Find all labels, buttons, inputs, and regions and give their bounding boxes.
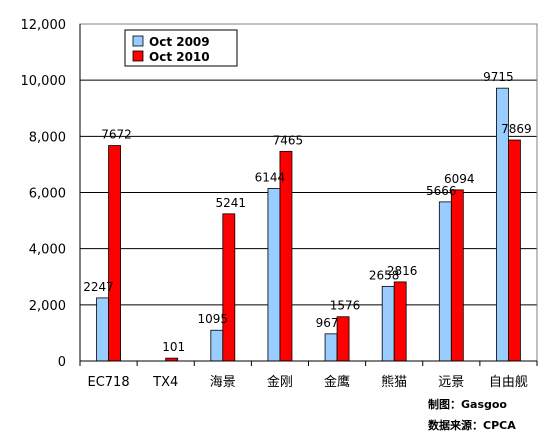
x-tick-label: TX4 (152, 375, 178, 390)
bar-oct-2010-5 (393, 281, 407, 362)
data-label: 2658 (369, 268, 400, 282)
legend-label: Oct 2010 (149, 50, 210, 64)
x-tick-label: 金刚 (267, 374, 293, 390)
legend-box (124, 29, 238, 67)
bar-oct-2010-0 (108, 145, 121, 362)
y-tick-label: 2,000 (29, 299, 66, 314)
legend-label: Oct 2009 (149, 35, 210, 49)
y-tick-label: 0 (58, 355, 66, 370)
data-label: 1095 (198, 312, 229, 326)
y-tick-label: 12,000 (21, 18, 67, 33)
legend-swatch (132, 50, 144, 62)
chart-credit-source: 数据来源：CPCA (428, 419, 516, 432)
data-labels: 2247 7672 101 1095 5241 6144 7465 967 1576 265828… (83, 70, 531, 354)
y-tick-label: 6,000 (29, 187, 66, 202)
bars (96, 87, 521, 362)
y-tick-label: 8,000 (29, 130, 66, 145)
x-tick-label: 熊猫 (381, 374, 407, 390)
data-label: 5666 (426, 184, 457, 198)
y-tick-label: 4,000 (29, 243, 66, 258)
x-tick-label: 海景 (210, 375, 236, 390)
bar-oct-2010-6 (450, 189, 464, 362)
bar-oct-2009-0 (96, 297, 109, 362)
bar-oct-2009-5 (381, 285, 395, 362)
bar-oct-2010-4 (336, 316, 350, 362)
x-tick-label: 远景 (438, 375, 464, 390)
data-label: 967 (316, 316, 339, 330)
data-label: 7672 (101, 128, 132, 142)
data-label: 7869 (501, 122, 532, 136)
data-label: 6094 (444, 172, 475, 186)
bar-oct-2010-2 (222, 213, 236, 362)
data-label: 7465 (273, 133, 304, 147)
bar-oct-2009-2 (210, 329, 224, 362)
x-tick-label: EC718 (88, 375, 130, 390)
data-label: 101 (162, 340, 185, 354)
y-tick-label: 10,000 (21, 74, 67, 89)
data-label: 2247 (83, 280, 114, 294)
bar-oct-2009-4 (324, 333, 338, 362)
data-label: 1576 (330, 299, 361, 313)
legend-swatch (132, 35, 144, 47)
bar-oct-2009-6 (438, 201, 452, 362)
bar-oct-2009-3 (267, 188, 281, 362)
x-tick-label: 自由舰 (489, 375, 528, 390)
data-label: 9715 (483, 70, 514, 84)
data-label: 2816 (387, 264, 418, 278)
data-label: 6144 (255, 170, 286, 184)
data-label: 5241 (216, 196, 247, 210)
chart-credit-maker: 制图：Gasgoo (428, 398, 507, 411)
x-tick-label: 金鹰 (324, 374, 350, 390)
axes: 0 2,000 4,000 6,000 8,000 10,000 12,000 EC718 TX… (21, 18, 538, 390)
bar-oct-2010-7 (508, 139, 521, 362)
